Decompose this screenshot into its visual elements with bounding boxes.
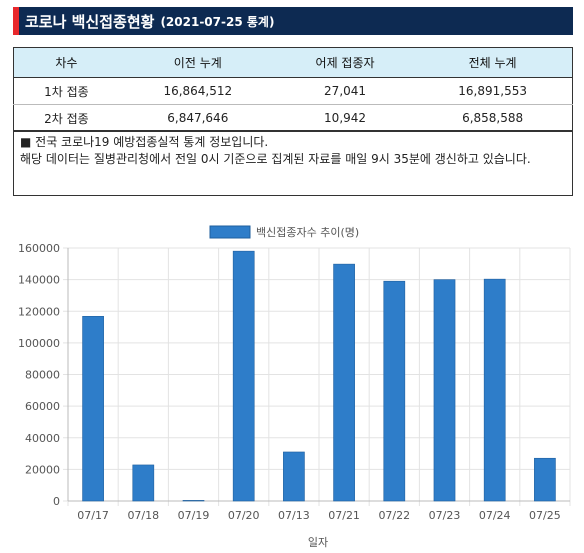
y-tick-label: 80000: [25, 369, 60, 382]
legend-label: 백신접종자수 추이(명): [256, 226, 359, 239]
table-cell: 2차 접종: [13, 104, 119, 132]
table-cell: 6,847,646: [118, 104, 277, 132]
x-axis-ticks: 07/17 07/18 07/19 07/20 07/13 07/21 07/22 07/23…: [77, 509, 561, 522]
bar: [132, 464, 155, 502]
x-tick-label: 07/25: [529, 509, 561, 522]
x-tick-label: 07/18: [127, 509, 159, 522]
page-title: 코로나 백신접종현황: [25, 12, 155, 31]
x-tick-label: 07/24: [479, 509, 511, 522]
chart-bars: [82, 250, 556, 502]
table-cell: 10,942: [276, 104, 414, 132]
legend-swatch: [209, 225, 251, 239]
table-cell: 16,891,553: [413, 77, 573, 105]
bar: [483, 278, 506, 502]
bar: [82, 316, 104, 502]
x-tick-label: 07/22: [378, 509, 410, 522]
chart-grid: [63, 247, 571, 506]
bar: [534, 457, 556, 502]
y-tick-label: 160000: [18, 242, 60, 255]
table-cell: 6,858,588: [413, 104, 573, 132]
bar: [232, 250, 255, 502]
column-header-previous-total: 이전 누계: [118, 47, 277, 78]
x-tick-label: 07/20: [228, 509, 260, 522]
x-tick-label: 07/23: [429, 509, 461, 522]
y-tick-label: 40000: [25, 432, 60, 445]
y-tick-label: 100000: [18, 337, 60, 350]
chart-legend[interactable]: 백신접종자수 추이(명): [209, 225, 359, 239]
vaccination-trend-chart: 0 20000 40000 60000 80000 100000 120000 140000 1…: [18, 225, 571, 549]
vaccination-stats-table: 차수 이전 누계 어제 접종자 전체 누계 1차 접종 16,864,512 2…: [13, 47, 573, 132]
page-header: 코로나 백신접종현황 (2021-07-25 통계): [13, 7, 573, 35]
x-tick-label: 07/17: [77, 509, 109, 522]
table-cell: 16,864,512: [118, 77, 277, 105]
stats-date: (2021-07-25 통계): [160, 14, 275, 29]
column-header-round: 차수: [13, 47, 119, 78]
info-note: ■ 전국 코로나19 예방접종실적 통계 정보입니다. 해당 데이터는 질병관리…: [13, 130, 573, 196]
bar: [383, 280, 406, 502]
bar: [333, 263, 355, 502]
table-row: 1차 접종 16,864,512 27,041 16,891,553: [13, 77, 573, 105]
bar: [283, 451, 305, 502]
y-tick-label: 60000: [25, 400, 60, 413]
note-line-2: 해당 데이터는 질병관리청에서 전일 0시 기준으로 집계된 자료를 매일 9시…: [20, 152, 531, 166]
bar: [433, 279, 456, 502]
table-cell: 1차 접종: [13, 77, 119, 105]
y-tick-label: 140000: [18, 274, 60, 287]
bar: [182, 500, 205, 502]
table-header-row: 차수 이전 누계 어제 접종자 전체 누계: [13, 47, 573, 78]
x-tick-label: 07/19: [178, 509, 210, 522]
y-tick-label: 0: [53, 495, 60, 508]
column-header-grand-total: 전체 누계: [413, 47, 573, 78]
y-tick-label: 120000: [18, 305, 60, 318]
table-cell: 27,041: [276, 77, 414, 105]
y-tick-label: 20000: [25, 463, 60, 476]
column-header-yesterday: 어제 접종자: [276, 47, 414, 78]
note-line-1: ■ 전국 코로나19 예방접종실적 통계 정보입니다.: [20, 135, 269, 149]
table-row: 2차 접종 6,847,646 10,942 6,858,588: [13, 104, 573, 132]
x-axis-label: 일자: [308, 535, 328, 549]
y-axis-ticks: 0 20000 40000 60000 80000 100000 120000 140000 1…: [18, 242, 60, 508]
x-tick-label: 07/13: [278, 509, 310, 522]
x-tick-label: 07/21: [328, 509, 360, 522]
